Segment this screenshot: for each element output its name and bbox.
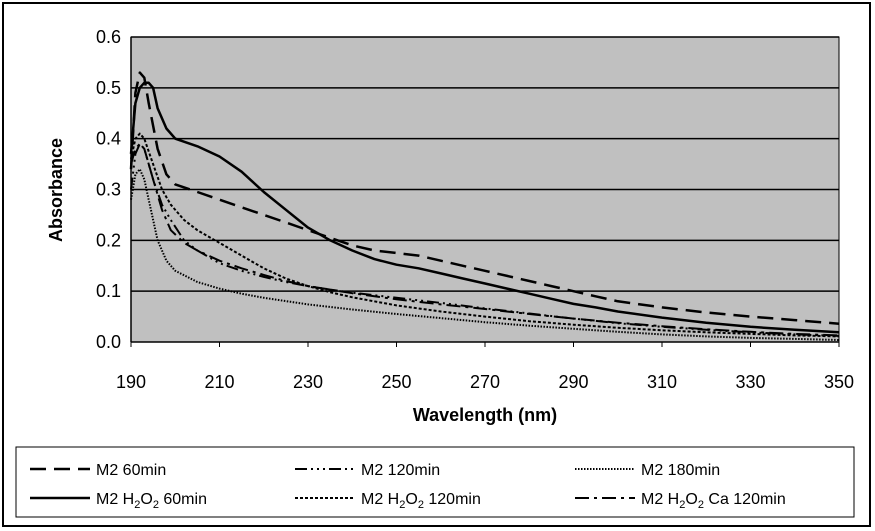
legend-text-part: M2 H <box>96 491 134 508</box>
y-tick-label: 0.2 <box>96 230 121 250</box>
legend-subscript: 2 <box>698 499 704 511</box>
x-tick-label: 290 <box>558 372 588 392</box>
x-axis-title: Wavelength (nm) <box>413 405 557 425</box>
series-line-5 <box>130 132 840 338</box>
x-tick-label: 350 <box>824 372 854 392</box>
legend-text-part: M2 H <box>641 491 679 508</box>
y-tick-label: 0.3 <box>96 180 121 200</box>
legend-label: M2 60min <box>96 462 166 479</box>
legend-subscript: 2 <box>399 499 405 511</box>
legend-subscript: 2 <box>679 499 685 511</box>
legend-text-part: O <box>140 491 152 508</box>
legend-text-part: O <box>405 491 417 508</box>
legend-text-part: M2 60min <box>96 462 166 479</box>
x-tick-labels: 190 210 230 250 270 290 310 330 350 <box>116 372 854 392</box>
series-line-3 <box>130 168 840 341</box>
x-tick-label: 250 <box>381 372 411 392</box>
x-tick-label: 190 <box>116 372 146 392</box>
series-layer <box>129 71 840 341</box>
legend-subscript: 2 <box>134 499 140 511</box>
legend-text-part: 60min <box>159 491 207 508</box>
y-tick-label: 0.0 <box>96 332 121 352</box>
x-tick-label: 270 <box>470 372 500 392</box>
axes <box>130 37 840 347</box>
legend-label: M2 H2O2 60min <box>96 491 207 511</box>
y-tick-label: 0.1 <box>96 281 121 301</box>
legend-text-part: M2 H <box>361 491 399 508</box>
legend-subscript: 2 <box>418 499 424 511</box>
legend-text-part: O <box>685 491 697 508</box>
x-tick-label: 310 <box>647 372 677 392</box>
y-tick-label: 0.6 <box>96 27 121 47</box>
legend-label: M2 H2O2 120min <box>361 491 481 511</box>
legend-label: M2 180min <box>641 462 720 479</box>
x-tick-label: 210 <box>204 372 234 392</box>
series-line-4 <box>129 81 840 334</box>
y-tick-label: 0.5 <box>96 78 121 98</box>
series-line-6 <box>130 142 840 337</box>
legend-label: M2 120min <box>361 462 440 479</box>
gridlines <box>131 36 839 292</box>
legend-text-part: M2 120min <box>361 462 440 479</box>
x-tick-label: 230 <box>293 372 323 392</box>
y-axis-title: Absorbance <box>46 138 66 242</box>
legend-subscript: 2 <box>153 499 159 511</box>
legend-text-part: M2 180min <box>641 462 720 479</box>
legend-box <box>15 446 855 518</box>
y-tick-label: 0.4 <box>96 129 121 149</box>
x-tick-label: 330 <box>735 372 765 392</box>
legend-text-part: 120min <box>424 491 481 508</box>
legend-label: M2 H2O2 Ca 120min <box>641 491 786 511</box>
y-tick-labels: 0.0 0.1 0.2 0.3 0.4 0.5 0.6 <box>96 27 121 352</box>
legend-text-part: Ca 120min <box>704 491 786 508</box>
